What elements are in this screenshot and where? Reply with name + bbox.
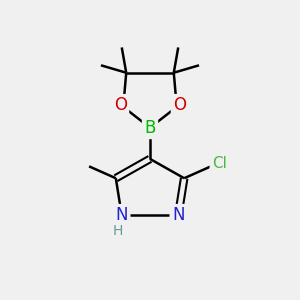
Text: N: N [172, 206, 184, 224]
Text: O: O [173, 96, 186, 114]
Text: O: O [114, 96, 127, 114]
Text: N: N [116, 206, 128, 224]
Text: H: H [113, 224, 123, 238]
Text: B: B [144, 119, 156, 137]
Text: Cl: Cl [212, 157, 227, 172]
